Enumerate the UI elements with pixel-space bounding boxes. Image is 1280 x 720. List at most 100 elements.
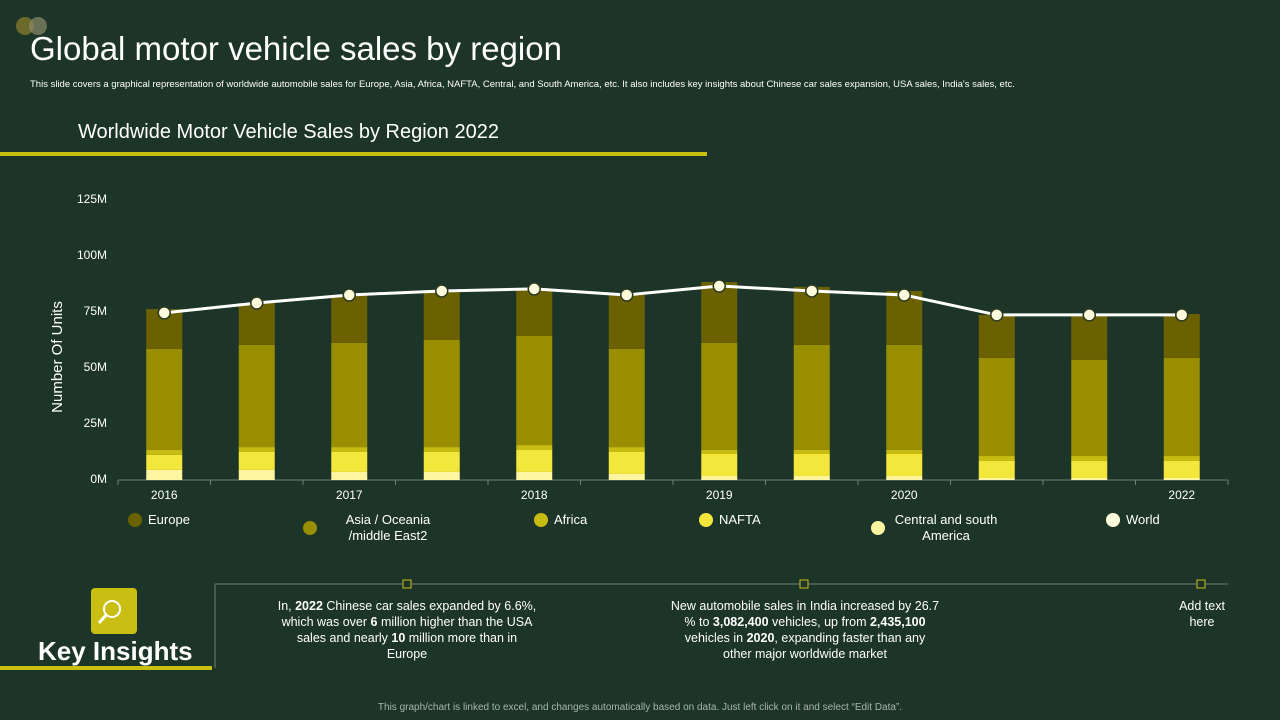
line-marker bbox=[435, 284, 449, 298]
legend-label: Africa bbox=[554, 512, 588, 527]
bar-segment bbox=[146, 449, 183, 455]
bar-segment bbox=[978, 357, 1015, 457]
bar-segment bbox=[701, 449, 738, 455]
bar-segment bbox=[516, 471, 553, 480]
insights-rule bbox=[0, 666, 212, 670]
bar-segment bbox=[238, 447, 275, 452]
line-marker bbox=[990, 308, 1004, 322]
insight-marker bbox=[402, 579, 412, 589]
bar-segment bbox=[1163, 456, 1200, 461]
bar-segment bbox=[608, 447, 645, 452]
bar-segment bbox=[608, 473, 645, 480]
insight-icon bbox=[91, 588, 137, 634]
insights-title: Key Insights bbox=[38, 636, 193, 666]
line-marker bbox=[897, 288, 911, 302]
legend-label: Central and south America bbox=[894, 512, 998, 543]
insight-text: Add text here bbox=[1172, 598, 1232, 630]
legend-swatch bbox=[128, 513, 142, 527]
bar-segment bbox=[331, 447, 368, 452]
text-run: 2020 bbox=[746, 631, 775, 645]
x-tick-label: 2017 bbox=[336, 488, 363, 502]
text-run: 2,435,100 bbox=[869, 615, 926, 629]
bar-segment bbox=[1071, 359, 1108, 457]
text-run: million more than in Europe bbox=[386, 631, 518, 661]
bar-segment bbox=[331, 471, 368, 480]
bar-segment bbox=[516, 335, 553, 446]
bar-segment bbox=[146, 454, 183, 470]
bar-segment bbox=[1071, 456, 1108, 461]
x-tick-label: 2019 bbox=[706, 488, 733, 502]
text-run: Add text here bbox=[1179, 599, 1225, 629]
bar-segment bbox=[238, 303, 275, 345]
bar-segment bbox=[423, 340, 460, 448]
bar-segment bbox=[793, 454, 830, 476]
legend-label: World bbox=[1126, 512, 1160, 527]
text-run: vehicles, up from bbox=[768, 615, 870, 629]
chart: 0M 25M 50M 75M 100M 125M Number Of Units 2016 20… bbox=[49, 192, 1229, 502]
title: Global motor vehicle sales by region bbox=[30, 30, 562, 67]
deco-circle bbox=[29, 17, 47, 35]
bar-segment bbox=[331, 452, 368, 472]
text-run: Chinese car sales expanded by 6.6%, whic… bbox=[281, 599, 537, 629]
legend-item: Africa bbox=[534, 512, 587, 528]
bar-segment bbox=[1163, 357, 1200, 457]
legend-swatch bbox=[534, 513, 548, 527]
line-marker bbox=[805, 284, 819, 298]
text-run: New automobile sales in India increased … bbox=[670, 599, 940, 629]
footer: This graph/chart is linked to excel, and… bbox=[377, 702, 903, 713]
bar-segment bbox=[886, 475, 923, 480]
bar-segment bbox=[886, 344, 923, 450]
bar-segment bbox=[701, 475, 738, 480]
bar-segment bbox=[238, 452, 275, 470]
line-marker bbox=[527, 282, 541, 296]
bar-segment bbox=[516, 288, 553, 336]
icon-glyph bbox=[103, 600, 121, 618]
bar-segment bbox=[238, 469, 275, 480]
bar-segment bbox=[1071, 460, 1108, 478]
bar-segment bbox=[978, 460, 1015, 478]
bar-segment bbox=[793, 449, 830, 455]
legend-swatch bbox=[871, 521, 885, 535]
y-tick-label: 50M bbox=[84, 360, 107, 374]
bar-segment bbox=[793, 475, 830, 480]
icon-glyph bbox=[97, 614, 108, 624]
insight-marker bbox=[799, 579, 809, 589]
line-marker bbox=[250, 296, 264, 310]
chart-title: Worldwide Motor Vehicle Sales by Region … bbox=[78, 121, 499, 143]
legend-item: Central and south America bbox=[871, 512, 1001, 544]
bar-segment bbox=[886, 449, 923, 455]
bar-segment bbox=[331, 294, 368, 343]
legend-swatch bbox=[303, 521, 317, 535]
legend-item: NAFTA bbox=[699, 512, 761, 528]
bar-segment bbox=[978, 456, 1015, 461]
bar-segment bbox=[701, 454, 738, 476]
text-run: 6 bbox=[370, 615, 378, 629]
y-tick-label: 100M bbox=[77, 248, 107, 262]
bar-segment bbox=[886, 454, 923, 476]
legend-item: World bbox=[1106, 512, 1160, 528]
y-tick-label: 125M bbox=[77, 192, 107, 206]
text-run: 10 bbox=[391, 631, 406, 645]
bar-segment bbox=[146, 348, 183, 450]
legend-item: Europe bbox=[128, 512, 190, 528]
bar-segment bbox=[608, 452, 645, 474]
insight-marker bbox=[1196, 579, 1206, 589]
legend-label: NAFTA bbox=[719, 512, 761, 527]
insight-text: In, 2022 Chinese car sales expanded by 6… bbox=[277, 598, 537, 662]
bar-segment bbox=[238, 344, 275, 448]
bar-segment bbox=[1163, 460, 1200, 478]
bar-segment bbox=[608, 348, 645, 448]
bar-segment bbox=[1163, 477, 1200, 480]
text-run: In, bbox=[277, 599, 296, 613]
bar-segment bbox=[516, 449, 553, 472]
y-axis-label: Number Of Units bbox=[49, 301, 66, 413]
bar-segment bbox=[978, 477, 1015, 480]
bar-segment bbox=[701, 342, 738, 450]
bar-segment bbox=[1071, 477, 1108, 480]
x-tick-label: 2020 bbox=[891, 488, 918, 502]
text-run: 2022 bbox=[295, 599, 323, 613]
line-marker bbox=[620, 288, 634, 302]
bar-segment bbox=[146, 469, 183, 480]
